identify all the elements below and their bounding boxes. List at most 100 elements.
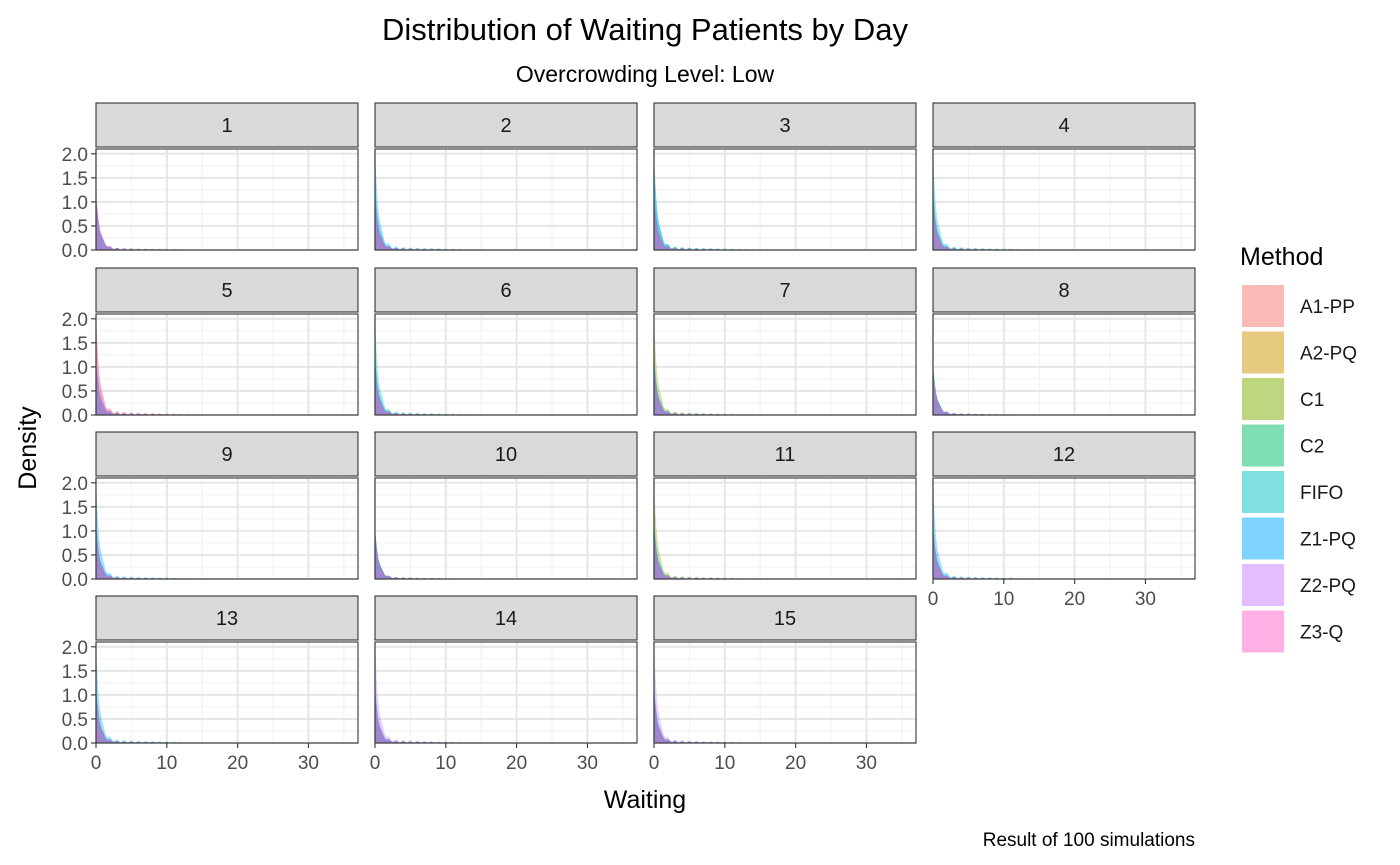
facet-panel-11: 11 — [653, 431, 917, 580]
chart-title: Distribution of Waiting Patients by Day — [382, 12, 909, 47]
legend-label: FIFO — [1300, 483, 1343, 504]
facet-panel-9: 9 0.0 0.5 1.0 1.5 2.0 — [62, 431, 359, 591]
legend-label: Z2-PQ — [1300, 576, 1356, 597]
chart-caption: Result of 100 simulations — [983, 830, 1195, 851]
facet-panel-5: 5 0.0 0.5 1.0 1.5 2.0 — [62, 267, 359, 427]
facet-plot-border — [374, 313, 638, 416]
legend-label: Z1-PQ — [1300, 530, 1356, 551]
facet-plot-background — [96, 478, 358, 579]
facet-panel-15: 15 0 10 20 30 — [649, 595, 917, 774]
x-tick-label: 30 — [577, 753, 598, 774]
y-tick-label: 2.0 — [62, 474, 88, 495]
y-tick-label: 1.5 — [62, 169, 88, 190]
legend-key-A1-PP — [1242, 285, 1284, 327]
x-tick-label: 20 — [1064, 589, 1085, 610]
y-tick-label: 0.0 — [62, 570, 88, 591]
facet-strip — [95, 595, 359, 641]
y-tick-label: 2.0 — [62, 310, 88, 331]
facet-plot-background — [375, 642, 637, 743]
y-tick-label: 1.0 — [62, 358, 88, 379]
facet-panel-12: 12 0 10 20 30 — [928, 431, 1196, 610]
y-tick-label: 0.0 — [62, 734, 88, 755]
x-tick-label: 20 — [785, 753, 806, 774]
facet-strip-label: 10 — [495, 444, 517, 466]
legend-label: Z3-Q — [1300, 623, 1343, 644]
facet-plot-background — [96, 642, 358, 743]
facet-plot-background — [933, 478, 1195, 579]
y-tick-label: 0.0 — [62, 241, 88, 262]
facet-plot-background — [933, 149, 1195, 250]
facet-plot-background — [375, 314, 637, 415]
x-tick-label: 10 — [435, 753, 456, 774]
y-tick-label: 0.5 — [62, 382, 88, 403]
legend: A1-PP A2-PQ C1 C2 FIFO Z1-PQ Z2-PQ Z3-Q — [1242, 285, 1357, 653]
facet-strip-label: 5 — [221, 280, 232, 302]
facet-plot-border — [95, 477, 359, 580]
x-tick-label: 20 — [227, 753, 248, 774]
x-tick-label: 10 — [156, 753, 177, 774]
facet-plot-background — [654, 478, 916, 579]
facet-panel-4: 4 — [932, 102, 1196, 251]
legend-key-Z1-PQ — [1242, 517, 1284, 560]
legend-key-FIFO — [1242, 471, 1284, 513]
facet-plot-border — [95, 148, 359, 251]
facet-strip — [374, 595, 638, 641]
facet-panel-8: 8 — [932, 267, 1196, 416]
legend-key-Z3-Q — [1242, 610, 1284, 653]
facet-plot-border — [932, 313, 1196, 416]
y-tick-label: 1.5 — [62, 662, 88, 683]
facet-strip — [95, 431, 359, 477]
y-tick-label: 1.0 — [62, 193, 88, 214]
x-tick-label: 0 — [928, 589, 939, 610]
facet-plot-background — [375, 149, 637, 250]
facet-strip — [653, 267, 917, 313]
x-tick-label: 10 — [714, 753, 735, 774]
facet-panels: 1 0.0 0.5 1.0 1.5 2.0 2 3 4 5 0.0 0.5 1.0 1.5 2.0 6 7 8 9 0… — [62, 102, 1196, 774]
facet-strip-label: 15 — [774, 608, 796, 630]
x-tick-label: 30 — [856, 753, 877, 774]
facet-strip-label: 9 — [221, 444, 232, 466]
facet-plot-border — [374, 477, 638, 580]
legend-key-Z2-PQ — [1242, 564, 1284, 606]
facet-strip — [95, 267, 359, 313]
facet-plot-border — [932, 148, 1196, 251]
x-tick-label: 10 — [993, 589, 1014, 610]
facet-strip — [374, 267, 638, 313]
facet-strip — [932, 102, 1196, 148]
x-tick-label: 0 — [649, 753, 660, 774]
facet-strip — [653, 431, 917, 477]
y-axis-label: Density — [14, 406, 42, 490]
x-tick-label: 0 — [91, 753, 102, 774]
x-axis-label: Waiting — [604, 786, 686, 814]
facet-strip-label: 14 — [495, 608, 517, 630]
facet-panel-2: 2 — [374, 102, 638, 251]
x-tick-label: 0 — [370, 753, 381, 774]
facet-panel-10: 10 — [374, 431, 638, 580]
facet-plot-border — [95, 641, 359, 744]
facet-plot-background — [96, 149, 358, 250]
legend-key-A2-PQ — [1242, 331, 1284, 374]
y-tick-label: 1.0 — [62, 686, 88, 707]
facet-plot-border — [653, 641, 917, 744]
facet-strip-label: 13 — [216, 608, 238, 630]
facet-strip — [653, 595, 917, 641]
facet-plot-border — [374, 148, 638, 251]
facet-plot-background — [654, 314, 916, 415]
facet-plot-border — [374, 641, 638, 744]
facet-panel-13: 13 0.0 0.5 1.0 1.5 2.0 0 10 20 30 — [62, 595, 359, 774]
y-tick-label: 0.0 — [62, 406, 88, 427]
y-tick-label: 1.5 — [62, 334, 88, 355]
facet-plot-background — [654, 149, 916, 250]
facet-strip-label: 7 — [779, 280, 790, 302]
facet-strip-label: 1 — [221, 115, 232, 137]
facet-plot-border — [932, 477, 1196, 580]
facet-strip-label: 12 — [1053, 444, 1075, 466]
facet-panel-1: 1 0.0 0.5 1.0 1.5 2.0 — [62, 102, 359, 262]
facet-strip-label: 8 — [1058, 280, 1069, 302]
facet-panel-14: 14 0 10 20 30 — [370, 595, 638, 774]
legend-key-C1 — [1242, 378, 1284, 420]
facet-plot-background — [654, 642, 916, 743]
facet-panel-3: 3 — [653, 102, 917, 251]
legend-label: C2 — [1300, 437, 1324, 458]
